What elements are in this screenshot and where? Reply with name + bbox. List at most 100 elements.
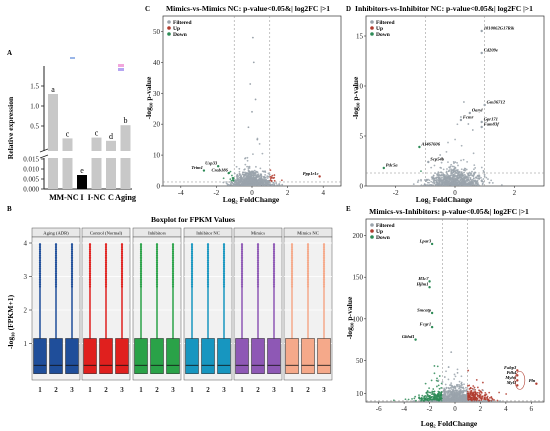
gene-point: [438, 177, 440, 180]
gene-point: [471, 129, 474, 131]
b-outlier: [171, 246, 175, 249]
b-box: [217, 338, 231, 374]
gene-point: [249, 174, 252, 177]
gene-point: [264, 183, 267, 186]
gene-point: [432, 184, 434, 187]
gene-point: [420, 178, 422, 181]
gene-point: [456, 161, 458, 164]
gene-label: Trim1: [191, 165, 203, 170]
gene-point: [449, 176, 451, 179]
b-outlier: [70, 283, 74, 286]
gene-point: [469, 395, 472, 398]
a-category-label: I-NC: [88, 193, 106, 202]
gene-point: [459, 394, 462, 397]
b-outlier: [155, 250, 159, 253]
labeled-gene-point: [516, 384, 519, 387]
gene-point: [459, 175, 462, 178]
b-box: [235, 338, 249, 374]
b-outlier: [322, 267, 326, 270]
gene-point: [436, 365, 439, 368]
b-outlier: [240, 261, 244, 264]
gene-point: [482, 389, 484, 392]
gene-point: [431, 177, 434, 180]
a-bar-letter: c: [95, 129, 99, 138]
labeled-gene-point: [382, 166, 385, 170]
gene-point: [451, 394, 454, 397]
b-outlier: [222, 281, 226, 284]
gene-point: [458, 171, 461, 174]
b-outlier: [256, 279, 260, 283]
gene-point: [446, 173, 449, 175]
b-outlier: [306, 257, 310, 261]
b-xtick-label: 2: [104, 386, 108, 394]
b-outlier: [139, 283, 143, 286]
gene-point: [441, 396, 444, 399]
b-outlier: [240, 267, 244, 270]
gene-point: [467, 176, 470, 179]
gene-point: [480, 391, 483, 394]
y-tick-label: 15: [356, 33, 364, 41]
gene-point: [433, 400, 436, 402]
b-outlier: [38, 278, 42, 281]
b-outlier: [206, 263, 210, 266]
b-facet-header-label: Inhibitor NC: [196, 231, 220, 236]
gene-point: [487, 178, 489, 180]
gene-point: [450, 382, 453, 385]
b-outlier: [120, 278, 124, 281]
gene-point: [446, 168, 448, 170]
b-outlier: [171, 248, 175, 251]
b-outlier: [240, 279, 244, 283]
gene-point: [473, 386, 476, 389]
b-outlier: [290, 243, 294, 246]
gene-point: [435, 184, 438, 187]
b-outlier: [256, 267, 260, 270]
labeled-gene-point: [480, 125, 483, 129]
b-outlier: [54, 270, 58, 273]
b-outlier: [290, 263, 294, 266]
gene-point: [434, 177, 436, 180]
b-outlier: [70, 278, 74, 281]
b-outlier: [272, 276, 276, 279]
gene-point: [452, 386, 455, 389]
b-outlier: [54, 263, 58, 266]
a-bar-letter: a: [51, 85, 55, 94]
gene-point: [447, 141, 449, 144]
b-outlier: [155, 267, 159, 270]
b-outlier: [88, 257, 92, 261]
gene-label: Lpar3: [419, 238, 432, 243]
gene-label: Fcmr: [463, 115, 474, 120]
b-outlier: [306, 272, 310, 275]
gene-point: [420, 399, 422, 402]
b-box: [49, 338, 63, 374]
b-outlier: [256, 281, 260, 284]
gene-label: Oaryl: [472, 108, 483, 113]
a-upper-tick-label: 1.5: [30, 83, 39, 91]
a-bar: [91, 137, 102, 151]
gene-point: [429, 398, 432, 400]
gene-label: Gbhd1: [402, 334, 415, 339]
gene-point: [439, 174, 441, 177]
b-outlier: [38, 263, 42, 266]
b-outlier: [222, 268, 226, 272]
b-outlier: [70, 261, 74, 264]
b-outlier: [104, 276, 108, 279]
b-outlier: [104, 263, 108, 266]
b-outlier: [139, 278, 143, 281]
panel-letter-e: E: [346, 205, 351, 213]
gene-point: [475, 399, 478, 402]
gene-point: [438, 181, 441, 184]
b-outlier: [139, 243, 143, 246]
gene-point: [447, 366, 450, 368]
b-outlier: [38, 272, 42, 275]
labeled-gene-point: [428, 280, 431, 283]
gene-point: [474, 166, 477, 169]
b-outlier: [38, 255, 42, 259]
b-outlier: [54, 272, 58, 275]
gene-point: [476, 400, 479, 402]
gene-point: [458, 380, 461, 383]
gene-point: [448, 178, 451, 181]
b-outlier: [190, 281, 194, 284]
b-box: [83, 338, 97, 374]
b-outlier: [54, 276, 58, 279]
b-outlier: [171, 265, 175, 268]
